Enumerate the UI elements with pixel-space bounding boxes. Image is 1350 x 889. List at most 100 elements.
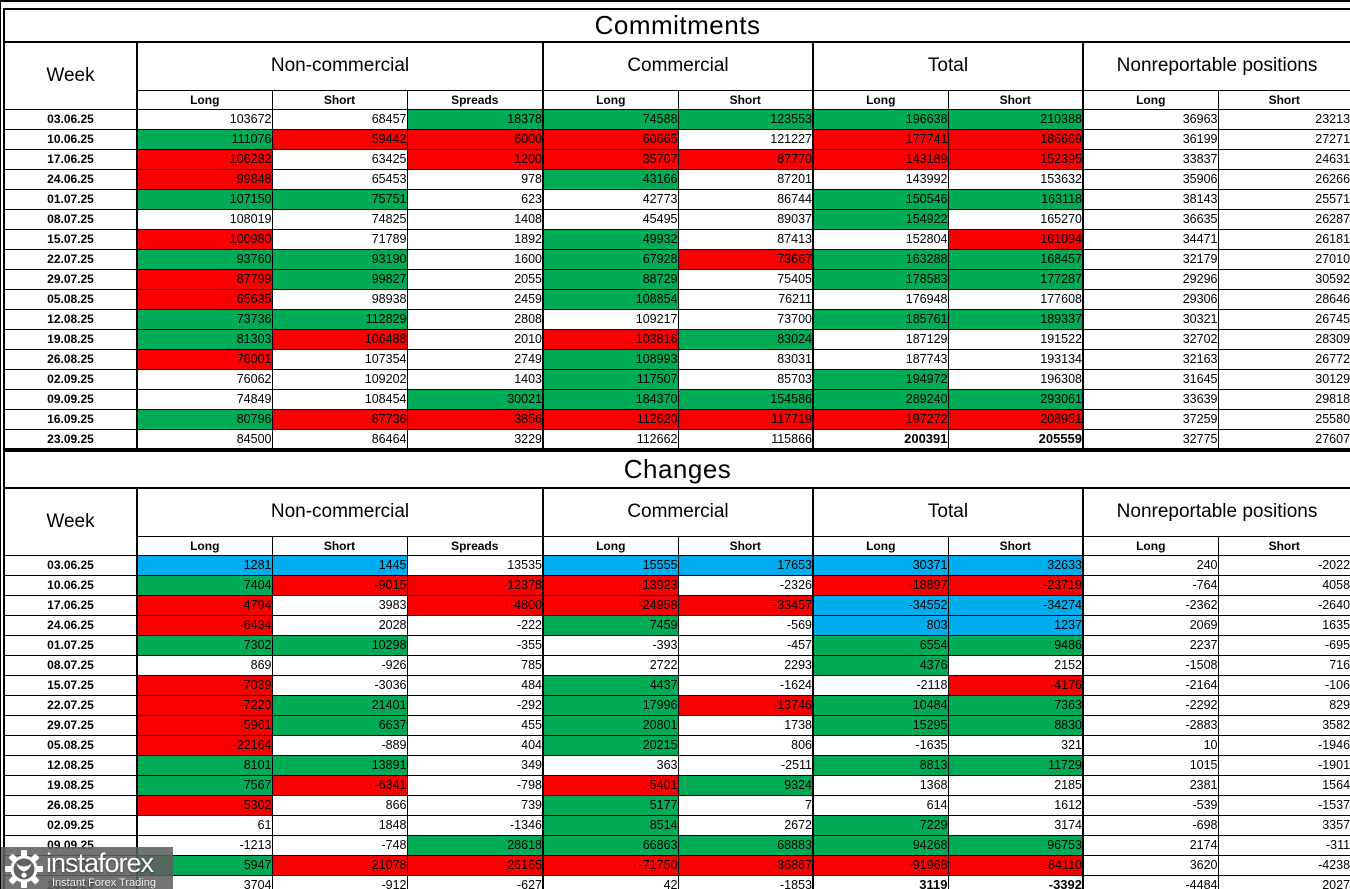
- table-row: 09.09.25 74849 108454 30021 184370 154586 2892…: [3, 388, 1350, 410]
- value-cell: -1508: [1082, 654, 1219, 676]
- value-cell: 112662: [542, 428, 679, 450]
- week-cell: 26.08.25: [3, 794, 138, 816]
- value-cell: -9015: [271, 574, 408, 596]
- value-cell: 2459: [406, 288, 544, 310]
- value-cell: -2362: [1082, 594, 1219, 616]
- commercial-long-col-header: Long: [542, 535, 679, 556]
- value-cell: -748: [271, 834, 408, 856]
- table-row: 19.08.25 81303 106488 2010 103816 83024 187129…: [3, 328, 1350, 350]
- value-cell: 17996: [542, 694, 679, 716]
- value-cell: 32702: [1082, 328, 1219, 350]
- table-row: 02.09.25 61 1848 -1346 8514 2672 7229 3174 -698 3…: [3, 814, 1350, 836]
- table-row: 03.06.25 103672 68457 18378 74588 123553 19663…: [3, 108, 1350, 130]
- table-row: 26.08.25 -5302 866 739 5177 7 614 1612 -539 -1537: [3, 794, 1350, 816]
- value-cell: -1635: [812, 734, 949, 756]
- table-row: 12.08.25 73736 112829 2808 109217 73700 185761…: [3, 308, 1350, 330]
- value-cell: 7567: [136, 774, 273, 796]
- value-cell: 869: [136, 654, 273, 676]
- value-cell: 36963: [1082, 108, 1219, 130]
- value-cell: 2028: [271, 614, 408, 636]
- value-cell: 99827: [271, 268, 408, 290]
- value-cell: 194972: [812, 368, 949, 390]
- value-cell: 163288: [812, 248, 949, 270]
- value-cell: 61: [136, 814, 273, 836]
- week-cell: 23.09.25: [3, 428, 138, 450]
- nonreportable-positions-short-col-header: Short: [1217, 89, 1350, 110]
- table-row: 10.06.25 111076 59442 6000 60665 121227 177741…: [3, 128, 1350, 150]
- value-cell: -84110: [947, 854, 1084, 876]
- commitments-grid: Commitments Week Non-commercial Commercial T…: [3, 8, 1350, 450]
- value-cell: -4794: [136, 594, 273, 616]
- value-cell: 35707: [542, 148, 679, 170]
- value-cell: 76211: [677, 288, 814, 310]
- value-cell: -1346: [406, 814, 544, 836]
- non-commercial-long-col-header: Long: [136, 89, 273, 110]
- value-cell: 115866: [677, 428, 814, 450]
- value-cell: -7039: [136, 674, 273, 696]
- table-row: 01.07.25 107150 75751 623 42773 86744 150546 16…: [3, 188, 1350, 210]
- value-cell: 33639: [1082, 388, 1219, 410]
- table-row: 16.09.255947-21078-26165-71750-36867-919…: [3, 854, 1350, 876]
- value-cell: 87736: [271, 408, 408, 430]
- table-row: 24.06.25 99848 65453 978 43166 87201 143992 153…: [3, 168, 1350, 190]
- value-cell: -5961: [136, 714, 273, 736]
- value-cell: 76001: [136, 348, 273, 370]
- instaforex-gear-bull-icon: [5, 850, 43, 888]
- table-row: 23.09.253704-912-62742-18533119-3392-448…: [3, 874, 1350, 889]
- value-cell: -1537: [1217, 794, 1350, 816]
- value-cell: 27271: [1217, 128, 1350, 150]
- table-row: 26.08.25 76001 107354 2749 108993 83031 187743…: [3, 348, 1350, 370]
- week-cell: 05.08.25: [3, 734, 138, 756]
- value-cell: -2640: [1217, 594, 1350, 616]
- total-short-col-header: Short: [947, 535, 1084, 556]
- week-cell: 19.08.25: [3, 774, 138, 796]
- value-cell: 107150: [136, 188, 273, 210]
- value-cell: -4484: [1082, 874, 1219, 889]
- value-cell: -6341: [271, 774, 408, 796]
- value-cell: -1213: [136, 834, 273, 856]
- value-cell: -3392: [947, 874, 1084, 889]
- week-cell: 01.07.25: [3, 634, 138, 656]
- week-cell: 17.06.25: [3, 594, 138, 616]
- value-cell: 716: [1217, 654, 1350, 676]
- non-commercial-long-col-header: Long: [136, 535, 273, 556]
- value-cell: -2292: [1082, 694, 1219, 716]
- total-long-col-header: Long: [812, 89, 949, 110]
- value-cell: 32179: [1082, 248, 1219, 270]
- value-cell: 60665: [542, 128, 679, 150]
- value-cell: 196638: [812, 108, 949, 130]
- value-cell: 94268: [812, 834, 949, 856]
- value-cell: 30592: [1217, 268, 1350, 290]
- value-cell: 154586: [677, 388, 814, 410]
- table-row: 23.09.25 84500 86464 3229 112662 115866 200391…: [3, 428, 1350, 450]
- nonreportable-positions-long-col-header: Long: [1082, 89, 1219, 110]
- value-cell: 17653: [677, 554, 814, 576]
- value-cell: -33457: [677, 594, 814, 616]
- value-cell: 42773: [542, 188, 679, 210]
- value-cell: 1612: [947, 794, 1084, 816]
- commitments-table: Commitments Week Non-commercial Commercial T…: [3, 8, 1350, 450]
- value-cell: -1901: [1217, 754, 1350, 776]
- value-cell: 866: [271, 794, 408, 816]
- value-cell: -71750: [542, 854, 679, 876]
- value-cell: 59442: [271, 128, 408, 150]
- week-cell: 02.09.25: [3, 814, 138, 836]
- value-cell: 177287: [947, 268, 1084, 290]
- value-cell: 111076: [136, 128, 273, 150]
- value-cell: -1946: [1217, 734, 1350, 756]
- value-cell: 1403: [406, 368, 544, 390]
- total-group-header: Total: [812, 487, 1084, 537]
- value-cell: 9324: [677, 774, 814, 796]
- value-cell: 74825: [271, 208, 408, 230]
- value-cell: 978: [406, 168, 544, 190]
- value-cell: 1015: [1082, 754, 1219, 776]
- value-cell: 5177: [542, 794, 679, 816]
- value-cell: 21401: [271, 694, 408, 716]
- value-cell: 68883: [677, 834, 814, 856]
- instaforex-wordmark: instaforex Instant Forex Trading: [46, 849, 156, 889]
- week-cell: 17.06.25: [3, 148, 138, 170]
- value-cell: 2237: [1082, 634, 1219, 656]
- week-cell: 29.07.25: [3, 714, 138, 736]
- value-cell: 30321: [1082, 308, 1219, 330]
- value-cell: -2164: [1082, 674, 1219, 696]
